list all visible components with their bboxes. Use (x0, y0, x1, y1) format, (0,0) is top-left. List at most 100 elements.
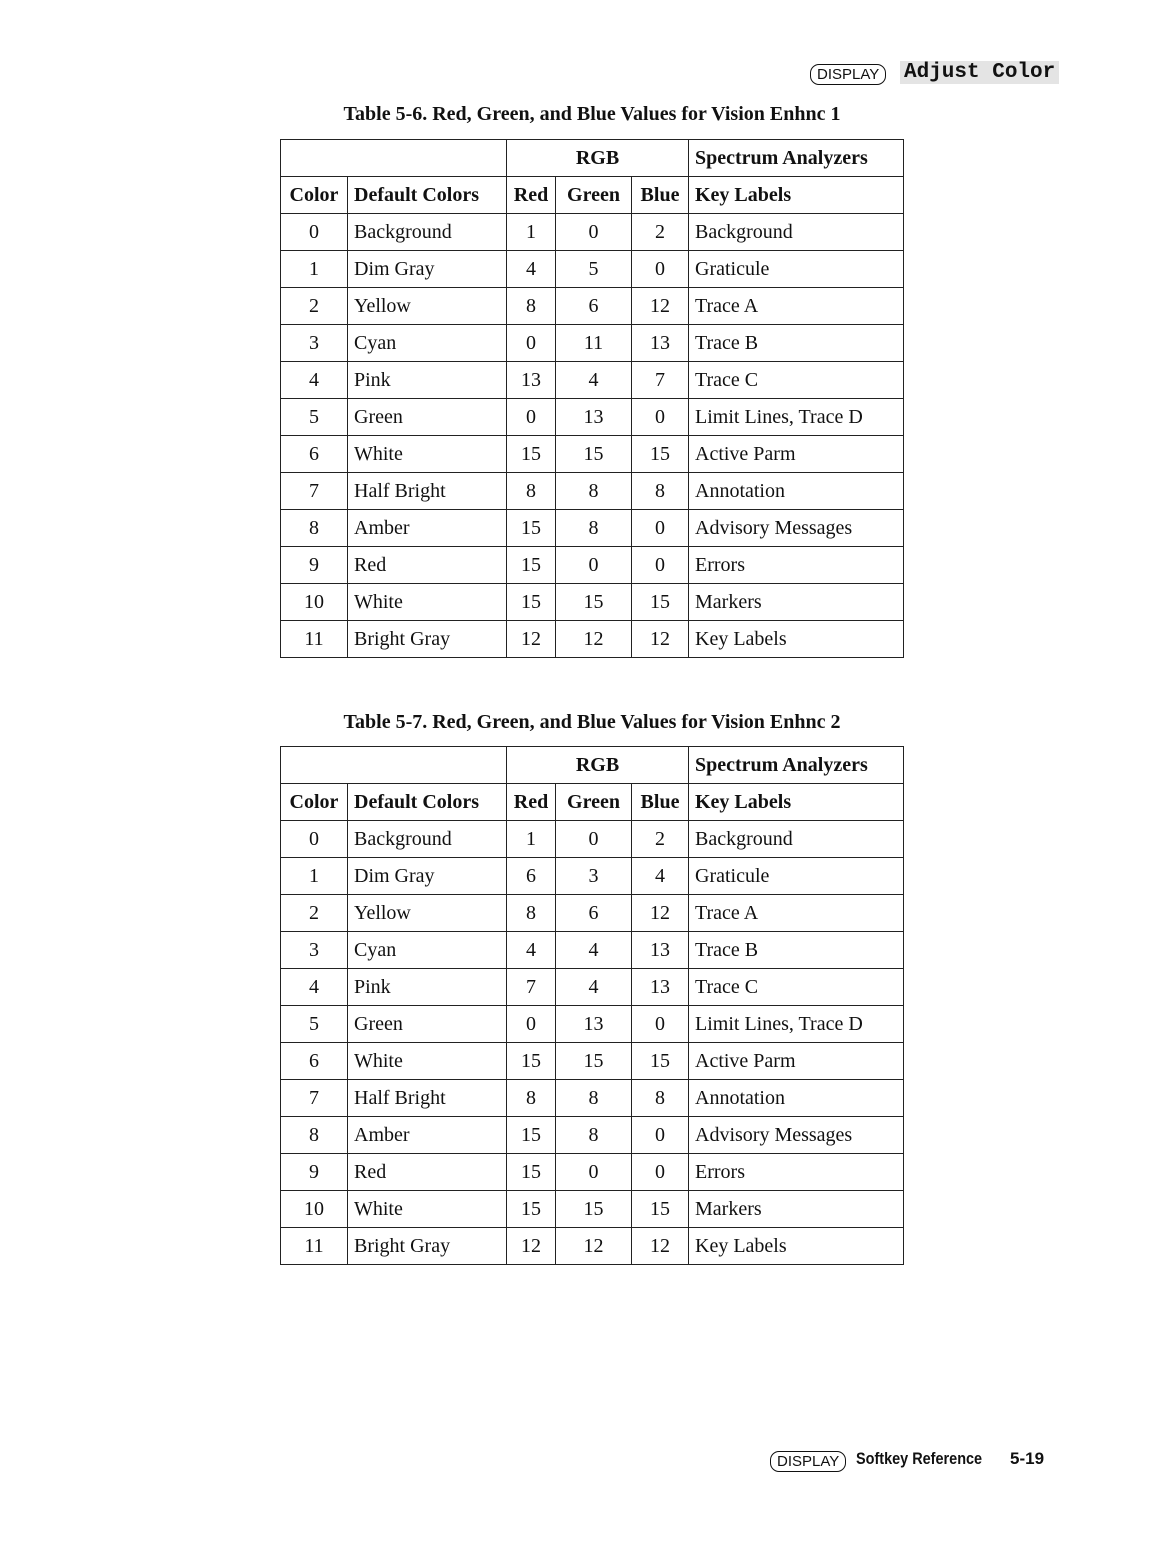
table-cell: 7 (506, 968, 556, 1006)
table-cell: 4 (280, 968, 348, 1006)
table-cell: White (347, 583, 507, 621)
table-cell: 3 (280, 324, 348, 362)
group-header: Spectrum Analyzers (688, 139, 904, 177)
table-cell: 0 (631, 546, 689, 584)
table-cell: 8 (555, 509, 632, 547)
table-cell: 6 (555, 894, 632, 932)
table-cell: 8 (506, 894, 556, 932)
table-cell: 13 (631, 968, 689, 1006)
column-header: Red (506, 176, 556, 214)
table: RGB Spectrum Analyzers Color Default Colors… (280, 139, 904, 658)
table-cell: 3 (555, 857, 632, 895)
column-header: Color (280, 176, 348, 214)
table-cell: 8 (555, 472, 632, 510)
table-cell: Red (347, 1153, 507, 1191)
table-row: 1 Dim Gray 6 3 4 Graticule (280, 857, 904, 895)
table-cell: 9 (280, 1153, 348, 1191)
table-cell: 15 (555, 583, 632, 621)
table-cell: 7 (280, 472, 348, 510)
table-cell: 3 (280, 931, 348, 969)
table-cell: 0 (555, 546, 632, 584)
table-cell: Markers (688, 583, 904, 621)
table-cell: White (347, 1190, 507, 1228)
table-cell: 15 (506, 509, 556, 547)
table-cell: 1 (506, 820, 556, 858)
table-cell: Errors (688, 1153, 904, 1191)
page-number: 5-19 (1010, 1449, 1045, 1468)
table: RGB Spectrum Analyzers Color Default Colors… (280, 746, 904, 1265)
table-cell: 15 (631, 583, 689, 621)
table-cell: Background (347, 820, 507, 858)
footer-title: Softkey Reference (856, 1449, 983, 1468)
table-cell: 5 (555, 250, 632, 288)
table-cell: 4 (506, 250, 556, 288)
table-cell: 6 (555, 287, 632, 325)
table-cell: 12 (555, 620, 632, 658)
column-header: Red (506, 783, 556, 821)
table-cell: Cyan (347, 324, 507, 362)
table-row: 10 White 15 15 15 Markers (280, 1190, 904, 1228)
table-cell: 0 (631, 1005, 689, 1043)
table-cell: 0 (631, 1116, 689, 1154)
table-cell: 2 (280, 287, 348, 325)
table-cell: Dim Gray (347, 857, 507, 895)
table-cell: 0 (631, 250, 689, 288)
table-cell: Graticule (688, 857, 904, 895)
table-cell: Active Parm (688, 1042, 904, 1080)
table-cell: 0 (280, 820, 348, 858)
table-cell: Green (347, 398, 507, 436)
table-cell: 0 (555, 820, 632, 858)
table-row: 0 Background 1 0 2 Background (280, 820, 904, 858)
column-header: Key Labels (688, 176, 904, 214)
header-row: Color Default Colors Red Green Blue Key Label… (280, 783, 904, 821)
table-cell: 15 (631, 1190, 689, 1228)
table-cell: 4 (555, 361, 632, 399)
table-cell: Limit Lines, Trace D (688, 398, 904, 436)
table-cell: Amber (347, 1116, 507, 1154)
table-cell: Key Labels (688, 1227, 904, 1265)
table-cell: 15 (631, 1042, 689, 1080)
table-cell: 15 (506, 583, 556, 621)
table-row: 0 Background 1 0 2 Background (280, 213, 904, 251)
table-cell: Half Bright (347, 472, 507, 510)
table-cell: 0 (631, 398, 689, 436)
table-row: 5 Green 0 13 0 Limit Lines, Trace D (280, 398, 904, 436)
header-row: Color Default Colors Red Green Blue Key Label… (280, 176, 904, 214)
column-header: Default Colors (347, 176, 507, 214)
group-header-row: RGB Spectrum Analyzers (280, 139, 904, 177)
table-cell: Green (347, 1005, 507, 1043)
table-cell: Background (688, 820, 904, 858)
table-cell: 11 (280, 1227, 348, 1265)
table-cell: 2 (631, 213, 689, 251)
table-cell: Markers (688, 1190, 904, 1228)
table-row: 2 Yellow 8 6 12 Trace A (280, 287, 904, 325)
table-row: 11 Bright Gray 12 12 12 Key Labels (280, 620, 904, 658)
table-cell: 7 (280, 1079, 348, 1117)
table-row: 9 Red 15 0 0 Errors (280, 546, 904, 584)
table-cell: 11 (555, 324, 632, 362)
table-cell: 8 (555, 1116, 632, 1154)
table-cell: Pink (347, 361, 507, 399)
table-cell: Trace C (688, 968, 904, 1006)
table-cell: Trace A (688, 894, 904, 932)
table-cell: Errors (688, 546, 904, 584)
column-header: Default Colors (347, 783, 507, 821)
table-cell: 8 (631, 1079, 689, 1117)
table-cell: Advisory Messages (688, 509, 904, 547)
table-cell: 4 (631, 857, 689, 895)
table-cell: Yellow (347, 287, 507, 325)
table-cell: 0 (555, 1153, 632, 1191)
table-cell: Trace A (688, 287, 904, 325)
group-header: RGB (506, 139, 689, 177)
table-cell: 12 (506, 1227, 556, 1265)
table-cell: 0 (631, 1153, 689, 1191)
table-cell: 8 (631, 472, 689, 510)
table-cell: 13 (555, 398, 632, 436)
table-cell: 12 (506, 620, 556, 658)
table-cell: 8 (280, 509, 348, 547)
table-cell: 12 (631, 287, 689, 325)
table-cell: 12 (555, 1227, 632, 1265)
table-cell: 8 (506, 1079, 556, 1117)
blank-cell (280, 139, 507, 177)
